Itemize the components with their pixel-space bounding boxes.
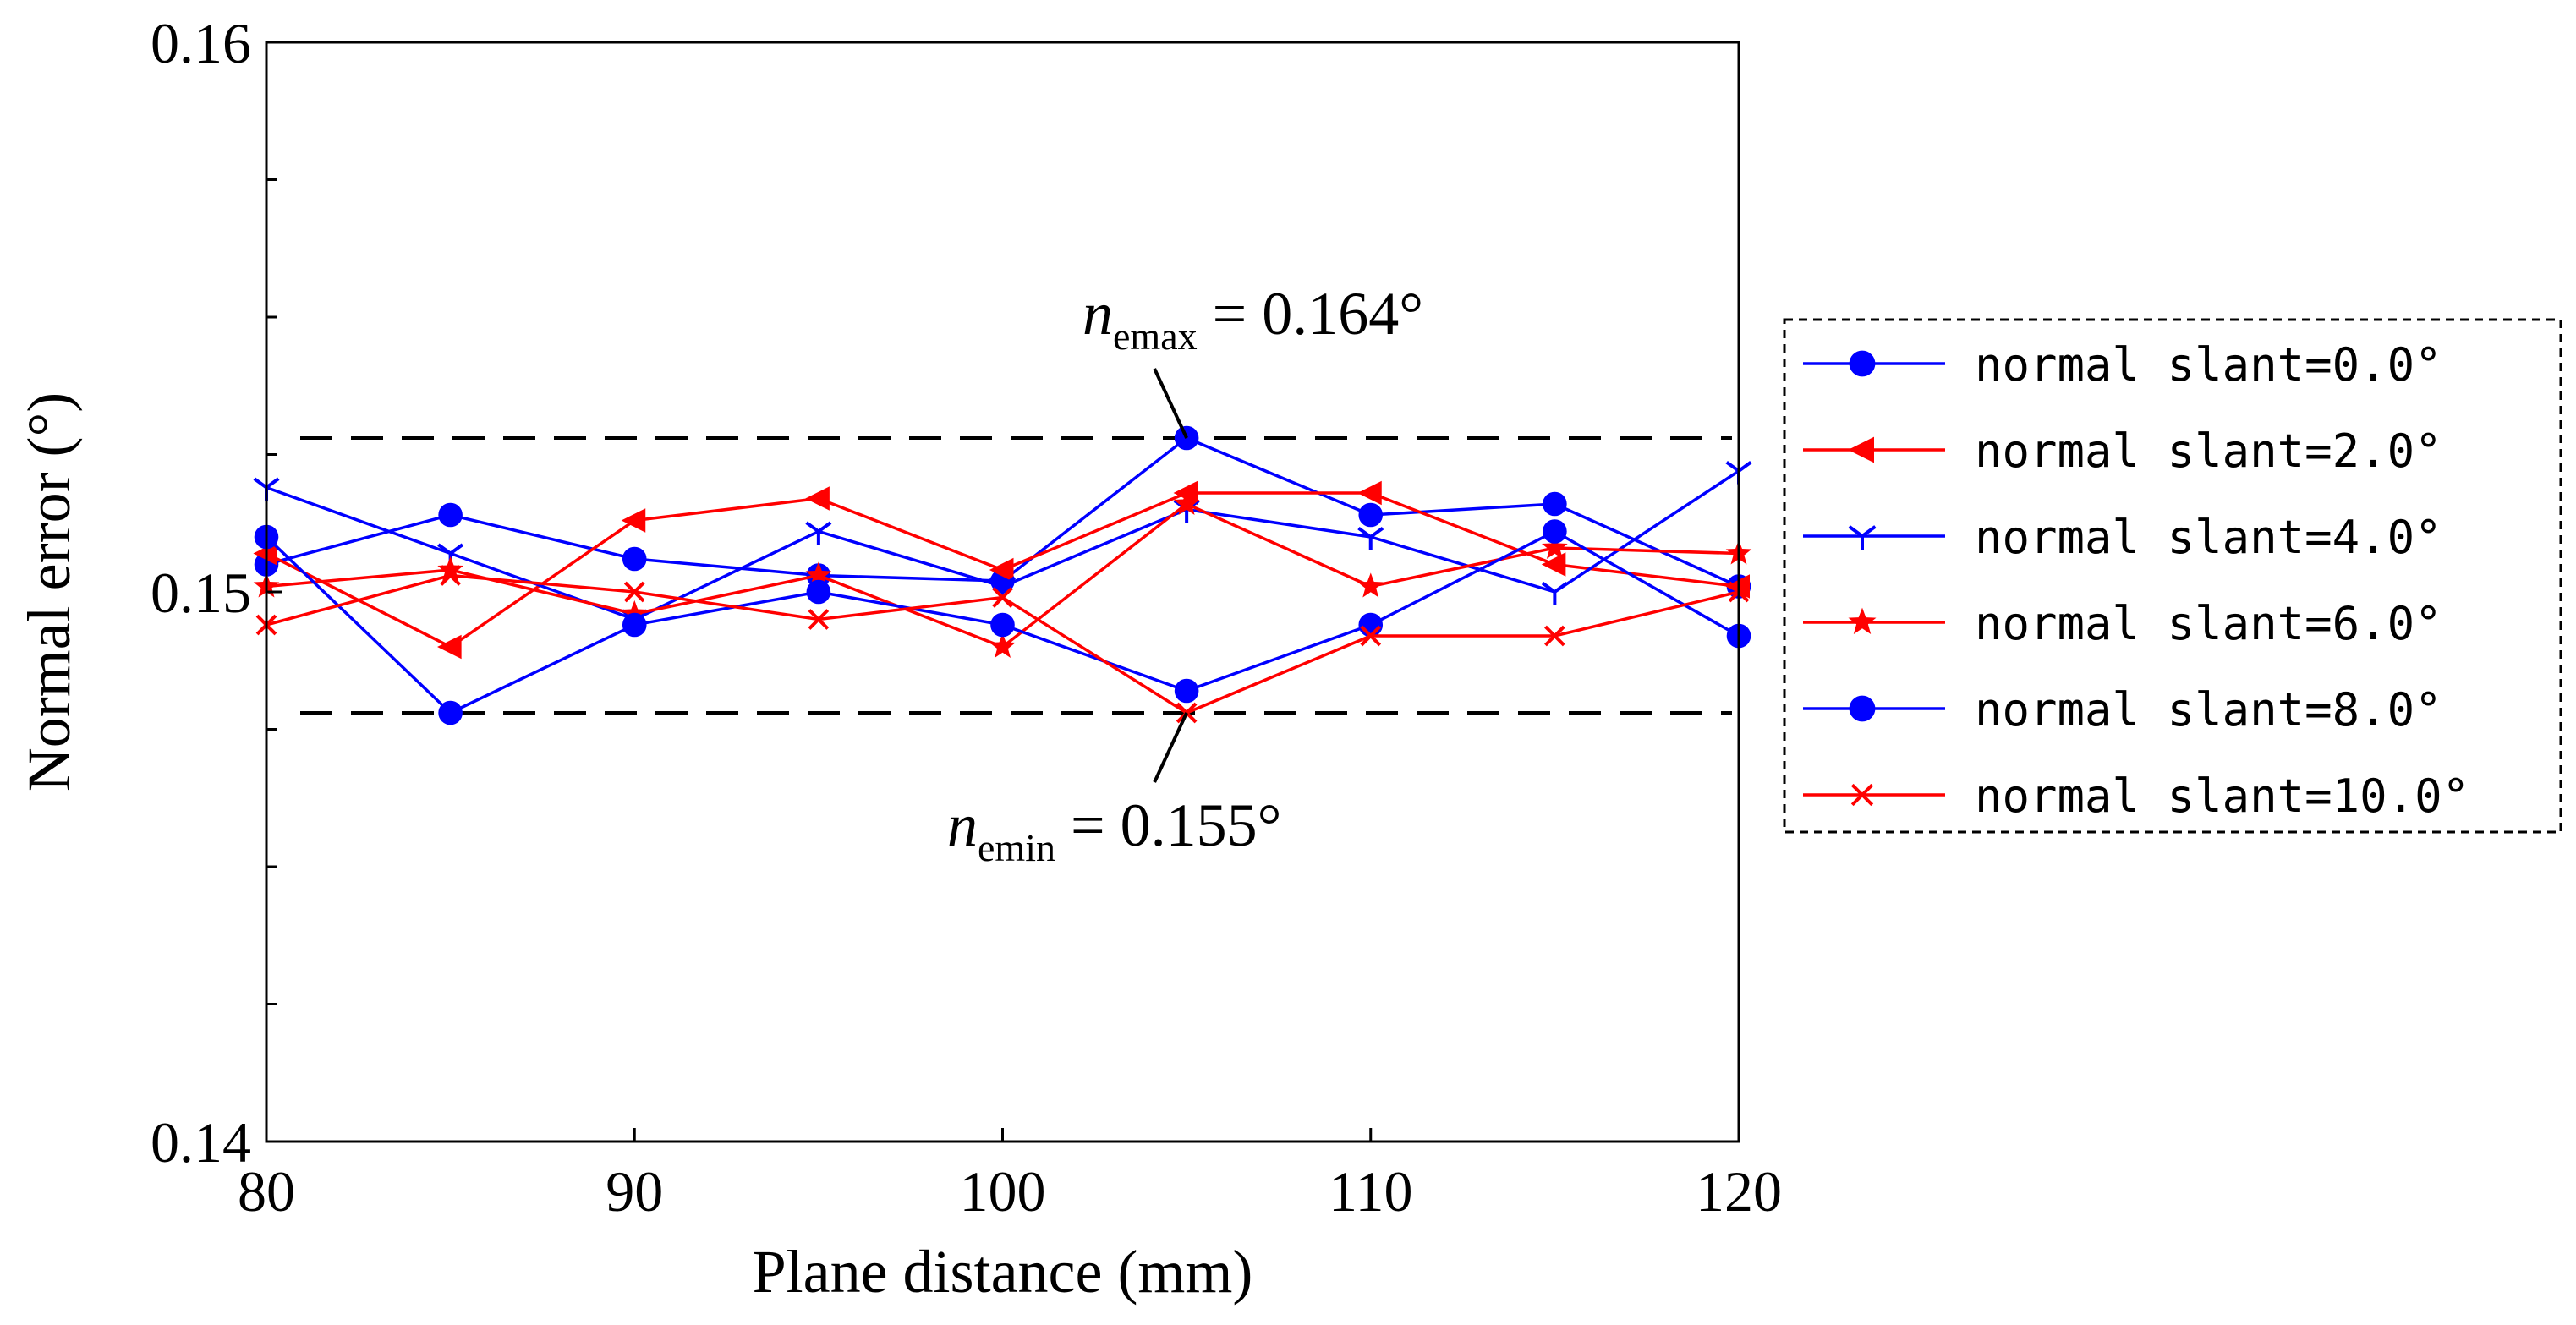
point-marker xyxy=(438,700,463,725)
y-tick-label: 0.14 xyxy=(151,1110,251,1174)
point-marker xyxy=(1358,502,1384,528)
point-marker xyxy=(1357,480,1382,506)
series-layer xyxy=(253,425,1752,725)
point-marker xyxy=(805,561,832,587)
annotation-leader xyxy=(1153,368,1188,439)
point-marker xyxy=(623,581,645,603)
reference-lines xyxy=(300,436,1732,715)
point-marker xyxy=(1850,783,1874,807)
point-marker xyxy=(805,486,830,511)
point-marker xyxy=(808,609,830,630)
legend-label: normal slant=8.0° xyxy=(1975,683,2442,736)
annotation-nemax: nemax = 0.164° xyxy=(1082,280,1423,358)
x-tick-label: 80 xyxy=(238,1159,295,1224)
point-marker xyxy=(1543,491,1567,517)
legend-item: normal slant=8.0° xyxy=(1803,683,2442,736)
point-marker xyxy=(992,587,1013,608)
point-marker xyxy=(622,612,647,638)
legend-item: normal slant=2.0° xyxy=(1803,424,2442,478)
point-marker xyxy=(1848,525,1877,550)
point-marker xyxy=(1173,480,1198,506)
annotation-nemin: nemin = 0.155° xyxy=(947,791,1281,869)
series-5 xyxy=(255,565,1750,724)
point-marker xyxy=(989,632,1016,658)
y-axis-label: Normal error (°) xyxy=(15,392,83,792)
legend-box xyxy=(1783,318,2562,834)
point-marker xyxy=(1174,678,1199,704)
axes: 80 90 100 110 120 0.14 0.15 0.16 xyxy=(151,11,1782,1224)
x-tick-label: 120 xyxy=(1696,1159,1782,1224)
point-marker xyxy=(438,502,463,528)
point-marker xyxy=(1541,581,1568,605)
legend-item: normal slant=4.0° xyxy=(1803,511,2442,564)
legend: normal slant=0.0° normal slant=2.0° normal… xyxy=(1783,318,2562,834)
legend-label: normal slant=0.0° xyxy=(1975,338,2442,391)
legend-item: normal slant=0.0° xyxy=(1803,338,2442,391)
point-marker xyxy=(1849,695,1876,722)
legend-label: normal slant=10.0° xyxy=(1975,769,2469,823)
x-tick-label: 100 xyxy=(960,1159,1046,1224)
legend-item: normal slant=10.0° xyxy=(1803,769,2469,823)
point-marker xyxy=(437,634,462,660)
point-marker xyxy=(1848,436,1874,463)
point-marker xyxy=(1849,350,1876,377)
point-marker xyxy=(621,508,646,533)
point-marker xyxy=(1357,526,1384,550)
y-tick-label: 0.15 xyxy=(151,561,251,625)
point-marker xyxy=(989,557,1014,583)
point-marker xyxy=(1173,490,1200,515)
legend-label: normal slant=6.0° xyxy=(1975,597,2442,650)
point-marker xyxy=(990,612,1015,638)
point-marker xyxy=(622,546,647,572)
legend-label: normal slant=2.0° xyxy=(1975,424,2442,478)
point-marker xyxy=(1357,572,1384,598)
point-marker xyxy=(1848,607,1877,634)
point-marker xyxy=(437,556,463,581)
point-marker xyxy=(1541,552,1566,577)
annotation-leader xyxy=(1153,712,1188,783)
legend-item: normal slant=6.0° xyxy=(1803,597,2442,650)
point-marker xyxy=(805,521,832,545)
point-marker xyxy=(440,565,461,586)
point-marker xyxy=(1542,534,1568,559)
point-marker xyxy=(1360,625,1382,647)
annotations: nemax = 0.164° nemin = 0.155° xyxy=(947,280,1423,869)
legend-label: normal slant=4.0° xyxy=(1975,511,2442,564)
point-marker xyxy=(621,600,648,625)
point-marker xyxy=(1544,625,1565,647)
y-tick-label: 0.16 xyxy=(151,11,251,75)
point-marker xyxy=(1358,612,1384,638)
x-tick-label: 110 xyxy=(1329,1159,1412,1224)
point-marker xyxy=(806,579,831,605)
x-axis-label: Plane distance (mm) xyxy=(753,1238,1253,1306)
x-tick-label: 90 xyxy=(606,1159,663,1224)
point-marker xyxy=(1543,519,1567,544)
